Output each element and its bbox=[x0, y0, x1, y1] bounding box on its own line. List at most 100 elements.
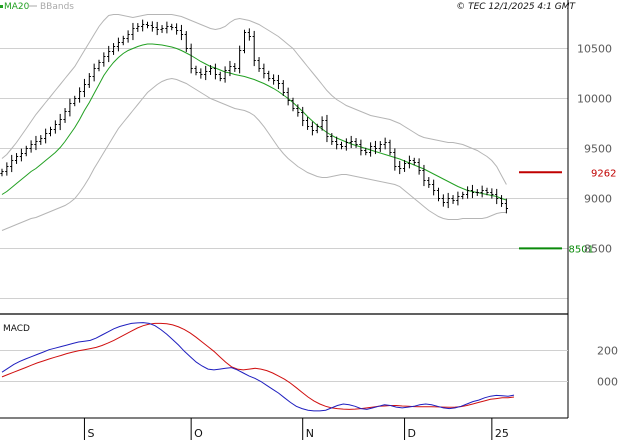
price-bar bbox=[272, 74, 276, 85]
price-bar bbox=[427, 177, 431, 188]
macd-y-tick-label: 000 bbox=[597, 376, 618, 389]
price-bar bbox=[354, 138, 358, 148]
bb-lower-line bbox=[1, 77, 507, 231]
price-bar bbox=[150, 21, 154, 32]
price-bar bbox=[393, 148, 397, 171]
price-bar bbox=[24, 145, 28, 157]
price-bar bbox=[490, 188, 494, 199]
x-tick-label: S bbox=[87, 427, 94, 440]
price-bar bbox=[73, 95, 77, 107]
price-bar bbox=[495, 188, 499, 205]
price-bar bbox=[160, 25, 164, 33]
price-bar bbox=[461, 191, 465, 200]
x-axis: S O N D 25 bbox=[83, 418, 509, 440]
price-bar bbox=[170, 23, 174, 31]
price-bar bbox=[339, 141, 344, 150]
price-bar bbox=[213, 63, 217, 80]
support-level-label: 8501 bbox=[569, 244, 594, 255]
macd-lines bbox=[1, 322, 515, 412]
bb-upper-line bbox=[1, 14, 507, 185]
price-bar bbox=[111, 43, 116, 55]
price-bar bbox=[238, 45, 242, 74]
price-bar bbox=[0, 168, 4, 177]
price-bar bbox=[441, 194, 445, 207]
price-bar bbox=[262, 63, 266, 79]
legend-item-bbands: BBands bbox=[28, 2, 74, 12]
price-bar bbox=[286, 87, 290, 106]
chart-header: MA20 BBands © TEC 12/1/2025 4:1 GMT bbox=[0, 2, 577, 12]
price-bar bbox=[330, 133, 334, 145]
price-bar bbox=[383, 137, 387, 150]
price-bar bbox=[184, 31, 188, 52]
price-bar bbox=[296, 104, 300, 117]
price-y-tick-label: 9500 bbox=[584, 143, 612, 156]
price-bars bbox=[0, 19, 508, 214]
price-bar bbox=[228, 60, 232, 77]
price-bar bbox=[320, 116, 324, 131]
price-bar bbox=[456, 191, 460, 206]
price-bar bbox=[78, 87, 82, 103]
price-bar bbox=[131, 22, 135, 41]
price-bar bbox=[281, 80, 285, 96]
price-y-tick-label: 10000 bbox=[577, 93, 612, 106]
x-tick-label: 25 bbox=[495, 427, 509, 440]
price-bar bbox=[175, 23, 179, 35]
price-bar bbox=[436, 187, 441, 202]
price-bar bbox=[19, 148, 23, 162]
price-y-tick-label: 10500 bbox=[577, 43, 612, 56]
price-bar bbox=[504, 198, 508, 214]
price-bar bbox=[310, 121, 314, 136]
price-bar bbox=[291, 97, 295, 112]
price-bar bbox=[199, 68, 203, 79]
price-bar bbox=[102, 52, 106, 67]
price-bar bbox=[5, 162, 9, 176]
price-bar bbox=[402, 160, 407, 172]
price-bar bbox=[412, 157, 416, 166]
ma20-legend-label: MA20 bbox=[4, 2, 30, 12]
macd-main-line bbox=[1, 322, 515, 412]
price-bar bbox=[422, 164, 426, 187]
price-bar bbox=[63, 108, 67, 123]
macd-gridlines bbox=[0, 350, 568, 382]
price-bar bbox=[451, 195, 455, 204]
price-bar bbox=[373, 140, 378, 155]
price-bar bbox=[233, 63, 237, 72]
legend-item-ma20: MA20 bbox=[0, 2, 30, 12]
price-bar bbox=[315, 123, 319, 134]
price-panel: 9262 8501 10500 10000 9500 9000 8500 bbox=[0, 14, 616, 299]
price-y-ticks: 10500 10000 9500 9000 8500 bbox=[577, 43, 612, 256]
price-bar bbox=[378, 141, 382, 152]
price-y-tick-label: 9000 bbox=[584, 193, 612, 206]
price-bar bbox=[82, 78, 87, 98]
price-bar bbox=[247, 28, 251, 41]
price-bar bbox=[126, 30, 130, 43]
price-bar bbox=[39, 135, 43, 145]
price-bar bbox=[107, 45, 111, 63]
ma20-series-line bbox=[1, 43, 507, 201]
price-bar bbox=[204, 65, 208, 81]
price-bar bbox=[58, 113, 62, 131]
price-bar bbox=[68, 98, 72, 117]
copyright-text: © TEC 12/1/2025 4:1 GMT bbox=[456, 2, 576, 12]
x-tick-label: D bbox=[408, 427, 416, 440]
price-bar bbox=[87, 73, 91, 88]
price-bar bbox=[155, 21, 159, 36]
price-levels: 9262 8501 bbox=[519, 168, 616, 255]
price-bar bbox=[305, 117, 310, 130]
macd-panel: MACD 200 000 bbox=[0, 322, 618, 412]
price-bar bbox=[223, 66, 227, 83]
price-bar bbox=[189, 43, 193, 74]
price-bar bbox=[432, 179, 436, 196]
price-bar bbox=[121, 35, 125, 46]
price-bar bbox=[44, 128, 48, 144]
price-bar bbox=[398, 160, 402, 175]
price-bar bbox=[218, 71, 222, 82]
price-bar bbox=[92, 63, 96, 82]
price-bar bbox=[53, 120, 57, 134]
price-bar bbox=[466, 186, 470, 199]
price-bar bbox=[165, 21, 169, 34]
bbands-legend-label: BBands bbox=[40, 2, 74, 12]
price-bar bbox=[145, 21, 150, 29]
price-bar bbox=[417, 158, 421, 175]
